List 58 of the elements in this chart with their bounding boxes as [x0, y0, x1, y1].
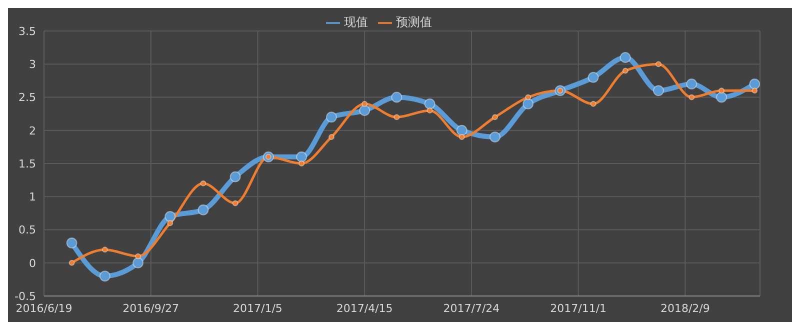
- point: [655, 61, 662, 68]
- point: [588, 72, 599, 83]
- x-tick-label: 2016/9/27: [122, 302, 180, 315]
- y-tick-label: 2: [29, 124, 36, 138]
- point: [298, 160, 305, 166]
- point: [164, 211, 176, 222]
- point: [230, 171, 241, 182]
- x-tick-label: 2017/4/15: [336, 302, 393, 315]
- point: [716, 92, 728, 103]
- y-tick-label: 3: [29, 58, 36, 72]
- y-tick-label: 3.5: [18, 24, 36, 38]
- point: [492, 114, 498, 120]
- legend-label: 预测值: [396, 15, 432, 29]
- point: [458, 134, 465, 140]
- point: [525, 94, 532, 100]
- point: [752, 88, 758, 94]
- point: [718, 88, 725, 94]
- y-tick-label: 1.5: [18, 157, 36, 170]
- point: [620, 52, 631, 63]
- point: [328, 134, 334, 140]
- point: [394, 114, 400, 120]
- y-tick-label: 2.5: [18, 91, 36, 104]
- point: [232, 200, 238, 206]
- point: [200, 180, 206, 186]
- point: [167, 220, 174, 226]
- point: [622, 68, 628, 74]
- x-tick-label: 2018/2/9: [660, 302, 710, 315]
- point: [359, 105, 370, 116]
- point: [590, 100, 596, 107]
- point: [456, 124, 468, 136]
- point: [326, 112, 337, 123]
- y-tick-label: 0: [29, 256, 36, 270]
- point: [68, 260, 75, 266]
- x-tick-label: 2017/7/24: [443, 302, 500, 315]
- point: [426, 108, 433, 114]
- y-tick-label: 0.5: [18, 224, 36, 237]
- point: [391, 92, 402, 103]
- point: [66, 238, 78, 248]
- legend-label: 现值: [344, 15, 368, 29]
- y-tick-label: -0.5: [14, 290, 36, 303]
- point: [198, 204, 209, 216]
- point: [132, 257, 144, 268]
- x-tick-label: 2017/1/5: [233, 302, 282, 315]
- point: [522, 98, 534, 110]
- point: [686, 78, 698, 90]
- point: [489, 132, 500, 142]
- point: [135, 253, 142, 260]
- x-tick-label: 2016/6/19: [16, 302, 72, 315]
- point: [296, 151, 308, 162]
- x-tick-label: 2017/11/1: [550, 302, 607, 315]
- point: [652, 85, 664, 96]
- point: [362, 100, 368, 107]
- point: [102, 246, 108, 253]
- y-tick-label: 1: [29, 190, 36, 204]
- point: [424, 98, 436, 110]
- point: [749, 78, 760, 90]
- point: [99, 270, 110, 282]
- point: [688, 94, 695, 100]
